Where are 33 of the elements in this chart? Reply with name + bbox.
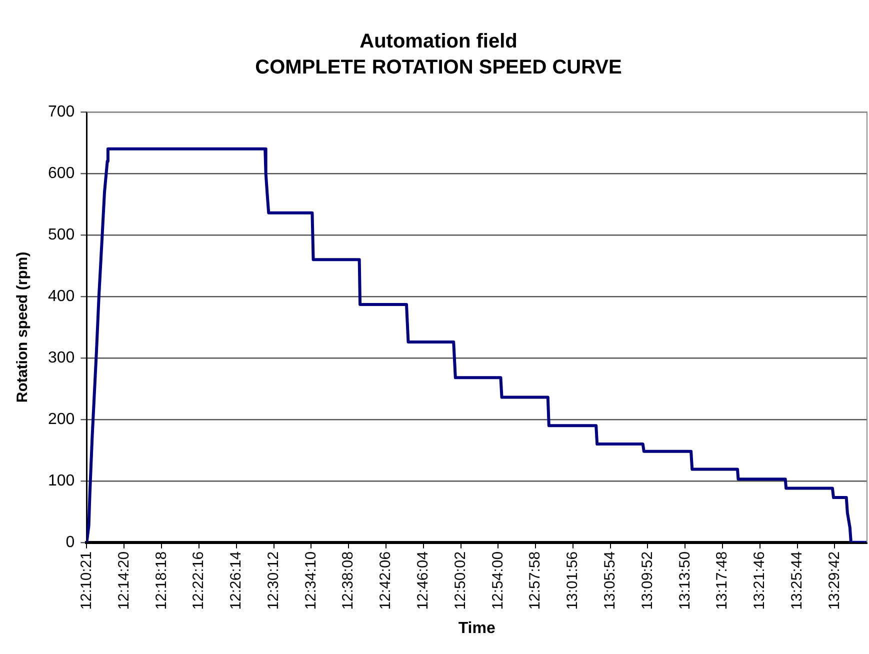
x-tick-label: 12:30:12 <box>264 551 282 610</box>
x-tick-label: 12:26:14 <box>228 551 245 610</box>
x-tick-label: 12:22:16 <box>190 551 208 610</box>
x-tick-label: 12:46:04 <box>414 551 432 610</box>
chart-subtitle: COMPLETE ROTATION SPEED CURVE <box>255 56 622 79</box>
y-tick-label: 200 <box>48 410 75 428</box>
x-tick-label: 13:09:52 <box>638 551 656 610</box>
y-tick-label: 400 <box>48 288 75 305</box>
x-axis-title: Time <box>458 620 496 637</box>
y-tick-label: 300 <box>48 349 75 366</box>
x-tick-label: 13:29:42 <box>826 551 843 610</box>
x-tick-label: 12:34:10 <box>302 551 320 610</box>
y-tick-label: 0 <box>66 534 75 551</box>
x-tick-label: 13:25:44 <box>788 551 806 610</box>
chart-title: Automation field <box>360 30 518 53</box>
y-tick-label: 700 <box>48 103 75 120</box>
x-tick-label: 12:57:58 <box>526 551 544 610</box>
x-tick-label: 12:10:21 <box>78 551 95 610</box>
y-tick-label: 500 <box>48 226 75 244</box>
x-tick-label: 13:21:46 <box>751 551 768 610</box>
x-tick-label: 12:50:02 <box>452 551 469 610</box>
x-tick-label: 13:13:50 <box>676 551 694 610</box>
x-tick-label: 12:14:20 <box>115 551 132 610</box>
x-tick-label: 12:54:00 <box>489 551 506 610</box>
x-tick-label: 12:38:08 <box>340 551 357 610</box>
y-tick-label: 100 <box>48 472 75 490</box>
x-tick-label: 12:18:18 <box>152 551 170 610</box>
y-tick-label: 600 <box>48 164 75 182</box>
y-axis-title: Rotation speed (rpm) <box>14 252 32 403</box>
x-tick-label: 12:42:06 <box>377 551 394 610</box>
x-tick-label: 13:17:48 <box>714 551 731 610</box>
x-tick-label: 13:01:56 <box>564 551 582 610</box>
x-tick-label: 13:05:54 <box>601 551 618 610</box>
